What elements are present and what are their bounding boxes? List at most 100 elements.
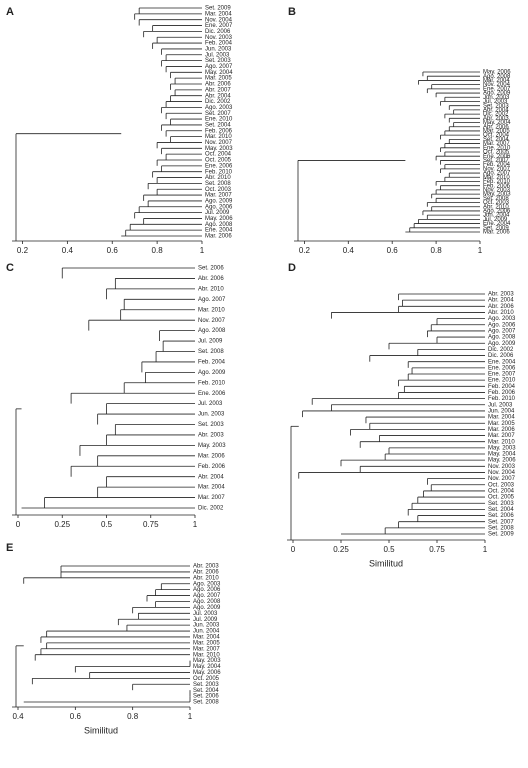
leaf-label: Abr. 2010 [198, 286, 224, 292]
leaf-label: Ene. 2007 [483, 86, 511, 92]
leaf-label: Dic. 2006 [205, 29, 231, 35]
leaf-label: May. 2006 [483, 70, 511, 76]
x-tick-label: 0.5 [383, 545, 395, 554]
leaf-label: Ene. 2006 [488, 365, 516, 371]
leaf-label: Set. 2008 [198, 349, 224, 355]
leaf-label: Mar. 2006 [198, 453, 225, 459]
x-tick-label: 0.25 [333, 545, 349, 554]
leaf-label: Jul. 2003 [205, 52, 230, 58]
leaf-label: May. 2006 [193, 670, 221, 676]
leaf-label: Feb. 2004 [488, 384, 516, 390]
leaf-label: Mar. 2010 [205, 134, 232, 140]
leaf-label: Ago. 2008 [193, 599, 221, 605]
leaf-label: Oct. 2004 [488, 489, 515, 495]
x-tick-label: 0.2 [17, 246, 29, 255]
leaf-label: Abr. 2010 [483, 204, 509, 210]
leaf-label: Mar. 2010 [198, 307, 225, 313]
leaf-label: Abr. 2004 [205, 93, 231, 99]
leaf-label: Set. 2009 [483, 225, 509, 231]
leaf-label: Set. 2008 [488, 525, 514, 531]
leaf-label: Mar. 2005 [193, 640, 220, 646]
leaf-label: Jun. 2004 [193, 629, 220, 635]
leaf-label: Dic. 2002 [198, 506, 224, 512]
leaf-label: Abr. 2010 [488, 310, 514, 316]
leaf-label: Abr. 2003 [483, 116, 509, 122]
leaf-label: Abr. 2003 [488, 292, 514, 298]
leaf-label: May. 2003 [193, 658, 221, 664]
leaf-label: Abr. 2003 [193, 564, 219, 570]
leaf-label: Feb. 2006 [483, 183, 511, 189]
x-tick-label: 0.25 [54, 520, 70, 529]
leaf-label: Nov. 2004 [205, 17, 233, 23]
leaf-label: Oct. 2005 [488, 495, 515, 501]
x-tick-label: 0.4 [12, 712, 24, 721]
leaf-label: Ene. 2004 [488, 359, 516, 365]
leaf-label: Feb. 2004 [205, 41, 233, 47]
leaf-label: Nov. 2007 [205, 140, 233, 146]
leaf-label: Mar. 2004 [198, 485, 225, 491]
leaf-label: Abr. 2006 [198, 276, 224, 282]
leaf-label: Set. 2003 [488, 501, 514, 507]
leaf-label: Oct. 2004 [483, 133, 510, 139]
leaf-label: Abr. 2004 [483, 107, 509, 113]
leaf-label: Abr. 2006 [483, 124, 509, 130]
leaf-label: Jun. 2003 [198, 412, 225, 418]
leaf-label: Jun. 2003 [205, 47, 232, 53]
leaf-label: Ago. 2006 [205, 204, 233, 210]
leaf-label: Ago. 2003 [205, 105, 233, 111]
leaf-label: Set. 2004 [193, 688, 219, 694]
leaf-label: May. 2004 [488, 452, 516, 458]
leaf-label: Ago. 2003 [193, 581, 221, 587]
leaf-label: May. 2004 [205, 70, 233, 76]
leaf-label: Nov. 2004 [488, 470, 516, 476]
leaf-label: May. 2004 [193, 664, 221, 670]
leaf-label: Set. 2006 [488, 513, 514, 519]
panel-letter: D [288, 262, 296, 274]
leaf-label: Set. 2008 [193, 700, 219, 706]
leaf-label: Mar. 2007 [488, 433, 515, 439]
leaf-label: May. 2003 [483, 192, 511, 198]
leaf-label: Dic. 2002 [205, 99, 231, 105]
leaf-label: Dic. 2002 [483, 112, 509, 118]
leaf-label: Set. 2009 [205, 6, 231, 12]
panel-letter: B [288, 6, 296, 18]
leaf-label: Abr. 2004 [198, 474, 224, 480]
leaf-label: Ene. 2010 [483, 145, 511, 151]
leaf-label: Dic. 2006 [488, 353, 514, 359]
leaf-label: Set. 2008 [483, 196, 509, 202]
leaf-label: May. 2004 [483, 120, 511, 126]
leaf-label: Nov. 2007 [198, 318, 226, 324]
leaf-label: Ago. 2007 [488, 329, 516, 335]
leaf-label: Ago. 2007 [198, 297, 226, 303]
x-tick-label: 0.75 [429, 545, 445, 554]
leaf-label: Feb. 2010 [483, 179, 511, 185]
x-axis-label: Similitud [369, 558, 403, 568]
leaf-label: Nov. 2004 [483, 82, 511, 88]
leaf-label: May. 2003 [198, 443, 226, 449]
leaf-label: Oct. 2003 [483, 200, 510, 206]
leaf-label: Abr. 2003 [198, 433, 224, 439]
x-tick-label: 0.4 [343, 246, 355, 255]
leaf-label: Jul. 2009 [205, 210, 230, 216]
leaf-label: Feb. 2010 [198, 380, 226, 386]
panel-letter: A [6, 6, 14, 18]
leaf-label: Jun. 2003 [193, 623, 220, 629]
leaf-label: Jul. 2003 [193, 611, 218, 617]
leaf-label: Ago. 2009 [205, 199, 233, 205]
leaf-label: Set. 2004 [205, 123, 231, 129]
x-tick-label: 0.8 [152, 246, 164, 255]
x-tick-label: 1 [478, 246, 483, 255]
leaf-label: Set. 2004 [488, 507, 514, 513]
leaf-label: Feb. 2004 [198, 359, 226, 365]
x-tick-label: 0 [291, 545, 296, 554]
leaf-label: Mar. 2007 [198, 495, 225, 501]
leaf-label: May. 2006 [205, 216, 233, 222]
x-tick-label: 1 [188, 712, 193, 721]
leaf-label: Jul. 2009 [198, 339, 223, 345]
leaf-label: Feb. 2006 [205, 128, 233, 134]
x-tick-label: 0.5 [101, 520, 113, 529]
leaf-label: Ago. 2008 [198, 328, 226, 334]
leaf-label: Mar. 2004 [205, 11, 232, 17]
leaf-label: Set. 2003 [205, 58, 231, 64]
leaf-label: Abr. 2010 [205, 175, 231, 181]
